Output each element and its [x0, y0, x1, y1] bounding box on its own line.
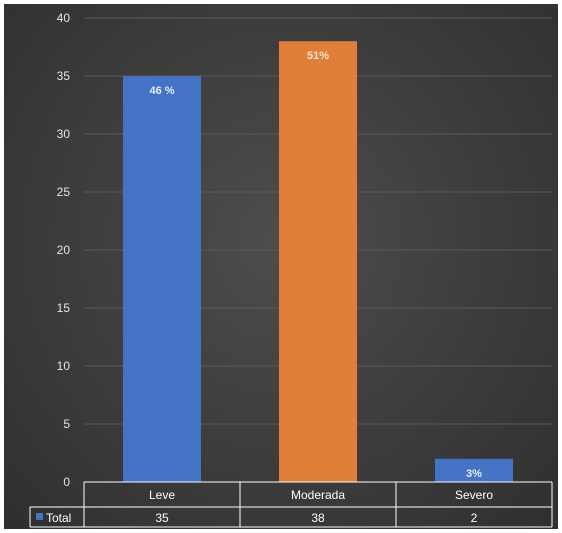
chart-area: 0 5 10 15 20 25 30 35 40 46 % 51% 3% Leve 35 Moderad… [4, 4, 558, 529]
data-labels: 46 % 51% 3% [149, 50, 482, 480]
y-tick-label: 20 [57, 243, 71, 257]
table-value: 38 [311, 511, 325, 525]
legend-key [36, 513, 43, 520]
legend-series-name: Total [46, 511, 71, 525]
table-value: 35 [155, 511, 169, 525]
data-label: 51% [307, 50, 329, 62]
bar-chart: 0 5 10 15 20 25 30 35 40 46 % 51% 3% Leve 35 Moderad… [29, 11, 553, 528]
y-axis-ticks: 0 5 10 15 20 25 30 35 40 [57, 11, 71, 489]
y-tick-label: 40 [57, 11, 71, 25]
y-tick-label: 0 [63, 475, 70, 489]
y-tick-label: 25 [57, 185, 71, 199]
y-tick-label: 35 [57, 69, 71, 83]
data-table: Leve 35 Moderada 38 Severo 2 Total [29, 481, 553, 528]
data-label: 3% [466, 468, 482, 480]
bars [123, 41, 513, 482]
bar-leve [123, 76, 201, 482]
category-label: Severo [455, 488, 493, 502]
y-tick-label: 15 [57, 301, 71, 315]
y-tick-label: 5 [63, 417, 70, 431]
bar-moderada [279, 41, 357, 482]
category-label: Moderada [291, 488, 345, 502]
bar-severo [435, 458, 513, 482]
y-tick-label: 10 [57, 359, 71, 373]
category-label: Leve [149, 488, 175, 502]
data-label: 46 % [149, 85, 174, 97]
table-value: 2 [471, 511, 478, 525]
y-tick-label: 30 [57, 127, 71, 141]
